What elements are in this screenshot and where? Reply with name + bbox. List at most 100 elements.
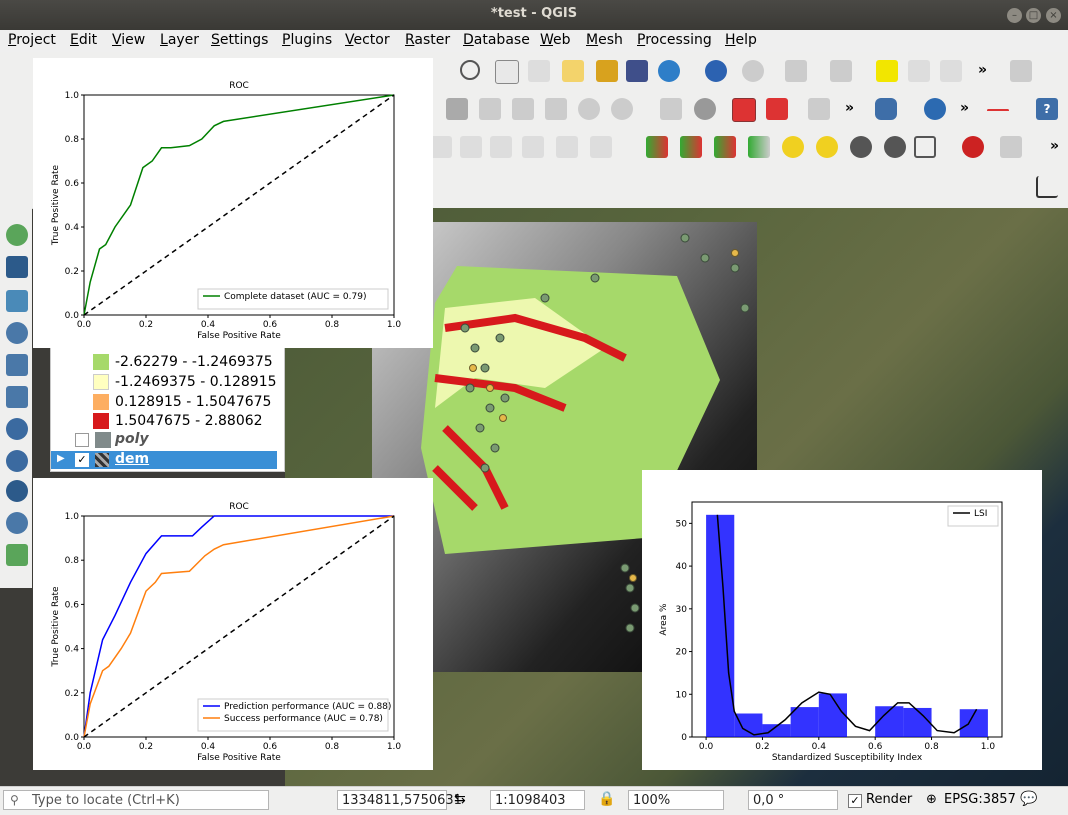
merge-icon[interactable] bbox=[490, 136, 512, 158]
label-move-icon[interactable] bbox=[766, 98, 788, 120]
menu-edit[interactable]: Edit bbox=[70, 32, 98, 48]
add-postgis-icon[interactable] bbox=[6, 418, 28, 440]
chart-plugin-icon[interactable] bbox=[1036, 176, 1058, 198]
paste-icon[interactable] bbox=[545, 98, 567, 120]
zoom-last-icon[interactable] bbox=[495, 60, 519, 84]
new-map-view-icon[interactable] bbox=[562, 60, 584, 82]
split-icon[interactable] bbox=[460, 136, 482, 158]
contrast-down-icon[interactable] bbox=[884, 136, 906, 158]
close-button[interactable]: × bbox=[1046, 8, 1061, 23]
menu-help[interactable]: Help bbox=[725, 32, 757, 48]
menu-vector[interactable]: Vector bbox=[345, 32, 390, 48]
database-icon[interactable] bbox=[875, 98, 897, 120]
deselect-icon[interactable] bbox=[876, 60, 898, 82]
brightness-down-icon[interactable] bbox=[816, 136, 838, 158]
contrast-up-icon[interactable] bbox=[850, 136, 872, 158]
y-axis-label: Area % bbox=[659, 603, 669, 636]
redo-icon[interactable] bbox=[611, 98, 633, 120]
menu-processing[interactable]: Processing bbox=[637, 32, 712, 48]
poly-layer-name[interactable]: poly bbox=[115, 431, 149, 447]
magnet-icon[interactable] bbox=[962, 136, 984, 158]
zoom-native-icon[interactable] bbox=[460, 60, 480, 80]
histogram-reset-icon[interactable] bbox=[748, 136, 770, 158]
histogram-stretch-icon[interactable] bbox=[646, 136, 668, 158]
reshape-icon[interactable] bbox=[556, 136, 578, 158]
brightness-up-icon[interactable] bbox=[782, 136, 804, 158]
web-icon[interactable] bbox=[924, 98, 946, 120]
delete-icon[interactable] bbox=[446, 98, 468, 120]
expand-arrow-icon[interactable]: ▶ bbox=[57, 453, 65, 464]
overflow-icon-2[interactable]: » bbox=[845, 100, 855, 116]
grid-icon[interactable] bbox=[914, 136, 936, 158]
dem-checkbox[interactable]: ✓ bbox=[75, 453, 89, 467]
attribute-table-icon[interactable] bbox=[908, 60, 930, 82]
crs-label[interactable]: EPSG:3857 bbox=[944, 792, 1016, 807]
bookmarks-icon[interactable] bbox=[626, 60, 648, 82]
globe-icon[interactable]: ⊕ bbox=[926, 792, 937, 807]
menu-settings[interactable]: Settings bbox=[211, 32, 269, 48]
offset-icon[interactable] bbox=[522, 136, 544, 158]
label-highlight-icon[interactable] bbox=[732, 98, 756, 122]
add-virtual-icon[interactable] bbox=[6, 386, 28, 408]
coordinate-field[interactable]: 1334811,5750631 bbox=[337, 790, 462, 810]
lock-scale-icon[interactable]: 🔒 bbox=[598, 791, 616, 807]
histogram-local-icon[interactable] bbox=[680, 136, 702, 158]
add-wms-icon[interactable] bbox=[6, 450, 28, 472]
add-mesh-icon[interactable] bbox=[6, 290, 28, 312]
menu-raster[interactable]: Raster bbox=[405, 32, 451, 48]
messages-icon[interactable]: 💬 bbox=[1020, 791, 1038, 807]
toggle-extent-icon[interactable]: ⇆ bbox=[454, 791, 466, 807]
field-calculator-icon[interactable] bbox=[940, 60, 962, 82]
zoom-next-icon[interactable] bbox=[528, 60, 550, 82]
menu-plugins[interactable]: Plugins bbox=[282, 32, 333, 48]
rotate-icon[interactable] bbox=[590, 136, 612, 158]
x-tick-label: 0.6 bbox=[868, 742, 883, 752]
locate-input[interactable]: Type to locate (Ctrl+K) bbox=[3, 790, 269, 810]
menu-mesh[interactable]: Mesh bbox=[586, 32, 623, 48]
add-gpx-icon[interactable] bbox=[6, 354, 28, 376]
crosshair-icon[interactable] bbox=[987, 109, 1009, 112]
label-rotate-icon[interactable] bbox=[808, 98, 830, 120]
undo-icon[interactable] bbox=[578, 98, 600, 120]
measure-icon[interactable] bbox=[1010, 60, 1032, 82]
minimize-button[interactable]: – bbox=[1007, 8, 1022, 23]
dem-layer-name[interactable]: dem bbox=[115, 451, 150, 467]
overflow-icon-4[interactable]: » bbox=[1050, 138, 1060, 154]
cut-icon[interactable] bbox=[479, 98, 501, 120]
select-value-icon[interactable] bbox=[830, 60, 852, 82]
vertex-tool-icon[interactable] bbox=[430, 136, 452, 158]
new-shapefile-icon[interactable] bbox=[6, 544, 28, 566]
new-3d-view-icon[interactable] bbox=[596, 60, 618, 82]
help-icon[interactable]: ? bbox=[1036, 98, 1058, 120]
settings-tool-icon[interactable] bbox=[742, 60, 764, 82]
menu-database[interactable]: Database bbox=[463, 32, 530, 48]
add-raster-icon[interactable] bbox=[6, 256, 28, 278]
overflow-icon[interactable]: » bbox=[978, 62, 988, 78]
poly-checkbox[interactable] bbox=[75, 433, 89, 447]
menu-web[interactable]: Web bbox=[540, 32, 571, 48]
label-icon[interactable] bbox=[660, 98, 682, 120]
add-wfs-icon[interactable] bbox=[6, 480, 28, 502]
refresh-icon[interactable] bbox=[658, 60, 680, 82]
menu-project[interactable]: Project bbox=[8, 32, 56, 48]
label-pin-icon[interactable] bbox=[694, 98, 716, 120]
add-vector-icon[interactable] bbox=[6, 224, 28, 246]
dem-layer-row[interactable]: ▶ ✓ dem bbox=[51, 451, 277, 469]
add-wcs-icon[interactable] bbox=[6, 512, 28, 534]
histogram-full-icon[interactable] bbox=[714, 136, 736, 158]
scale-field[interactable]: 1:1098403 bbox=[490, 790, 585, 810]
rotation-field[interactable]: 0,0 ° bbox=[748, 790, 838, 810]
select-icon[interactable] bbox=[785, 60, 807, 82]
roc-plot-window-2: ROC 0.0 0.2 0.4 0.6 0.8 1.0 0.0 0.2 0.4 0.6 0.8 1.0 F… bbox=[33, 478, 433, 770]
snap-vertex-icon[interactable] bbox=[1000, 136, 1022, 158]
maximize-button[interactable]: □ bbox=[1026, 8, 1041, 23]
menu-layer[interactable]: Layer bbox=[160, 32, 200, 48]
identify-icon[interactable] bbox=[705, 60, 727, 82]
add-delimited-icon[interactable] bbox=[6, 322, 28, 344]
x-axis-label: False Positive Rate bbox=[197, 331, 281, 341]
copy-icon[interactable] bbox=[512, 98, 534, 120]
menu-view[interactable]: View bbox=[112, 32, 146, 48]
magnifier-field[interactable]: 100% bbox=[628, 790, 724, 810]
overflow-icon-3[interactable]: » bbox=[960, 100, 970, 116]
render-checkbox[interactable]: ✓ bbox=[848, 794, 862, 808]
